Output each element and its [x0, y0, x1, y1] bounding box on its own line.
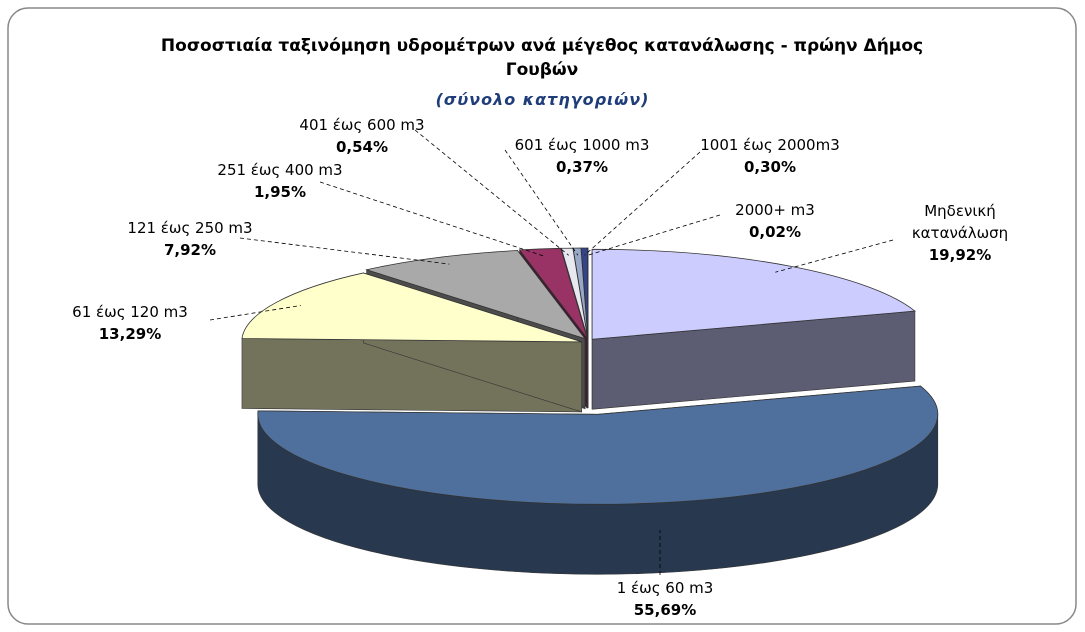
category-label: 2000+ m3 [735, 201, 815, 219]
category-label: 61 έως 120 m3 [72, 303, 188, 321]
slice [591, 248, 916, 340]
category-label: 1 έως 60 m3 [616, 579, 714, 597]
value-label: 7,92% [163, 241, 217, 259]
category-label: 251 έως 400 m3 [217, 161, 343, 179]
slice-label: 2000+ m3 0,02% [735, 199, 815, 243]
value-label: 0,02% [748, 223, 802, 241]
slice-label: 1 έως 60 m3 55,69% [617, 577, 714, 621]
value-label: 55,69% [633, 601, 697, 619]
value-label: 1,95% [253, 183, 307, 201]
leader-line [414, 129, 569, 256]
slice-label: 401 έως 600 m3 0,54% [299, 114, 424, 158]
slice-label: 251 έως 400 m3 1,95% [217, 159, 342, 203]
category-label: 121 έως 250 m3 [127, 219, 253, 237]
slice-label: 61 έως 120 m3 13,29% [72, 301, 188, 345]
leader-line [775, 239, 894, 273]
slice [241, 272, 582, 343]
value-label: 0,54% [335, 138, 389, 156]
leader-line [587, 214, 721, 256]
chart-subtitle: (σύνολο κατηγοριών) [435, 90, 650, 109]
slice-label: 601 έως 1000 m3 0,37% [515, 134, 650, 178]
category-label: 1001 έως 2000m3 [700, 136, 840, 154]
slice-label: Μηδενική κατανάλωση 19,92% [900, 200, 1020, 266]
slice [257, 385, 939, 505]
category-label: 601 έως 1000 m3 [514, 136, 650, 154]
leader-line [319, 181, 544, 257]
value-label: 19,92% [928, 246, 992, 264]
value-label: 0,30% [743, 158, 797, 176]
slice-label: 121 έως 250 m3 7,92% [127, 217, 252, 261]
category-label: 401 έως 600 m3 [299, 116, 425, 134]
slice [518, 247, 588, 339]
value-label: 0,37% [555, 158, 609, 176]
leader-line [209, 305, 301, 321]
chart-title: Ποσοστιαία ταξινόμηση υδρομέτρων ανά μέγ… [160, 36, 924, 80]
leader-line [584, 151, 701, 256]
leader-line [504, 149, 579, 256]
category-label: Μηδενική κατανάλωση [911, 202, 1009, 242]
value-label: 13,29% [98, 325, 162, 343]
slice [365, 250, 587, 340]
leader-line [239, 237, 450, 265]
slice-label: 1001 έως 2000m3 0,30% [700, 134, 840, 178]
